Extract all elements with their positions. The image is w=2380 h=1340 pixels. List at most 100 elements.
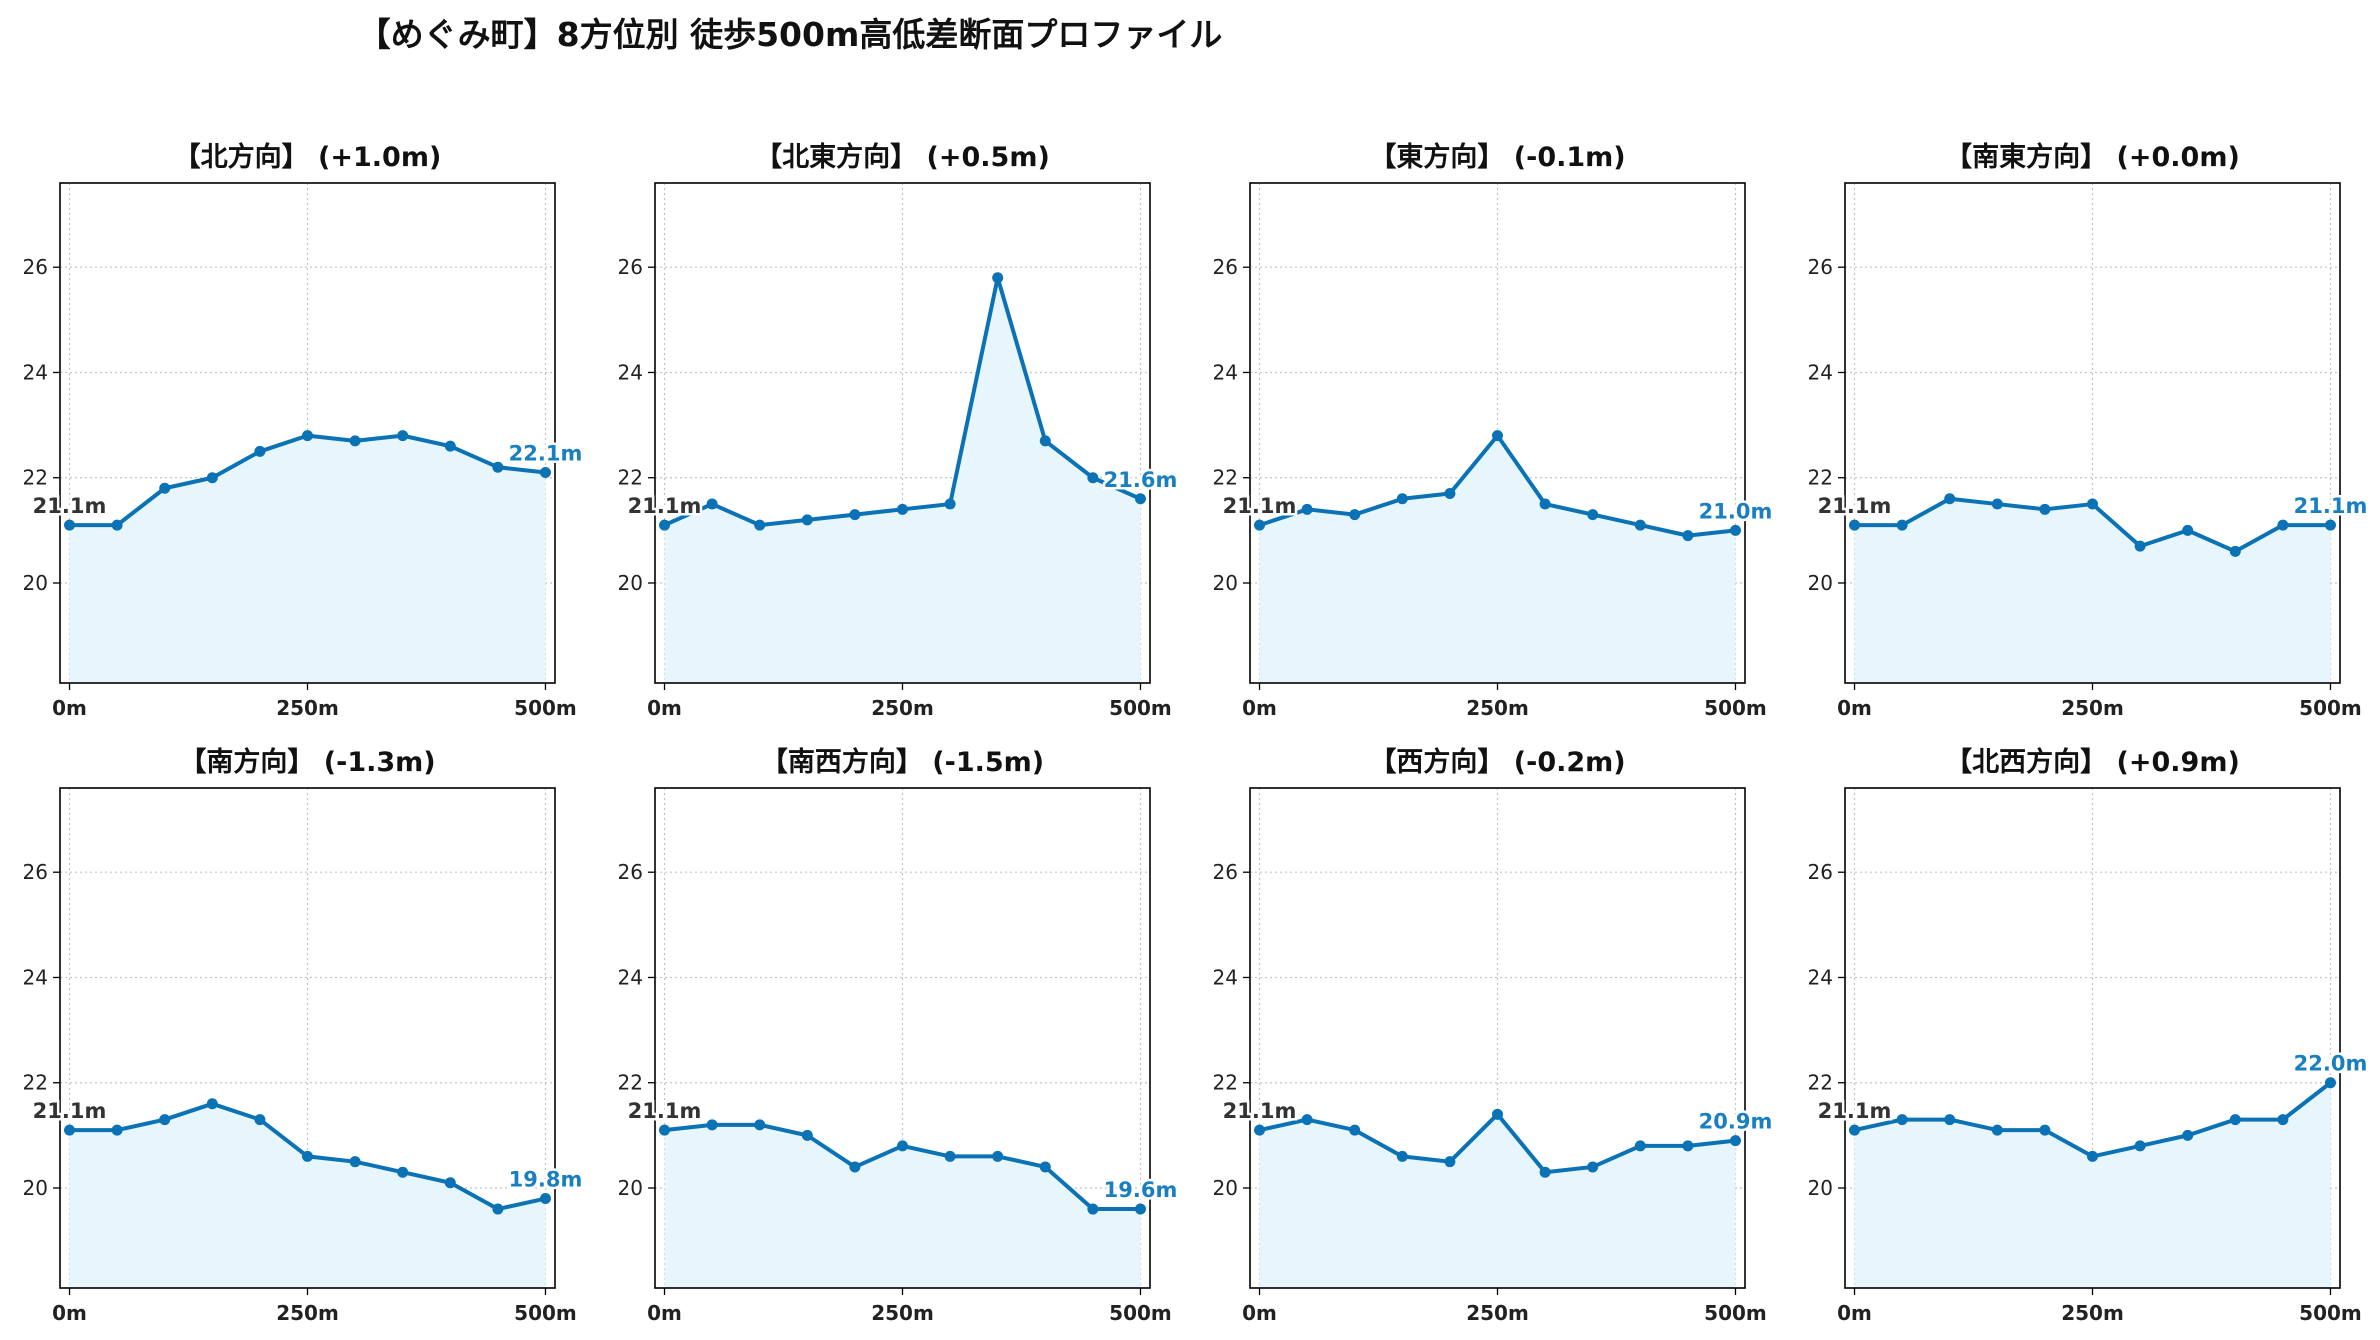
data-point [302, 430, 313, 442]
y-tick-label: 26 [1808, 860, 1833, 884]
data-point [849, 1161, 861, 1173]
y-tick-label: 22 [1808, 1071, 1833, 1095]
data-point [2277, 1114, 2289, 1126]
data-point [206, 472, 218, 484]
x-tick-label: 500m [514, 1301, 577, 1325]
data-point [1301, 1114, 1313, 1126]
elevation-area [1854, 1082, 2331, 1288]
y-tick-label: 20 [1213, 571, 1238, 595]
data-point [111, 519, 123, 531]
start-elevation-label: 21.1m [33, 1099, 107, 1123]
data-point [64, 1124, 76, 1136]
start-elevation-label: 21.1m [628, 1099, 702, 1123]
y-tick-label: 20 [1808, 571, 1833, 595]
data-point [2039, 503, 2051, 515]
data-point [1087, 472, 1099, 484]
data-point [1087, 1203, 1099, 1215]
data-point [444, 1177, 456, 1189]
panel-title: 【西方向】 (-0.2m) [1369, 746, 1625, 778]
data-point [2134, 540, 2146, 552]
start-elevation-label: 21.1m [1223, 1099, 1297, 1123]
data-point [254, 445, 266, 457]
y-tick-label: 24 [1213, 965, 1238, 989]
chart-panel-7: 【北西方向】 (+0.9m) 20 22 24 26 0m 250m 500m 21.1m 22.… [1808, 746, 2370, 1325]
start-elevation-label: 21.1m [33, 494, 107, 518]
data-point [444, 440, 456, 452]
y-tick-label: 20 [1213, 1176, 1238, 1200]
data-point [349, 1156, 361, 1168]
data-point [2229, 545, 2241, 557]
chart-panel-3: 【南東方向】 (+0.0m) 20 22 24 26 0m 250m 500m 21.1m 21.… [1808, 141, 2370, 720]
elevation-area [1854, 498, 2331, 683]
data-point [1587, 1161, 1599, 1173]
data-point [706, 1119, 718, 1131]
panel-title: 【北東方向】 (+0.5m) [755, 141, 1050, 173]
y-tick-label: 20 [23, 571, 48, 595]
x-tick-label: 250m [276, 1301, 339, 1325]
panel-title: 【北方向】 (+1.0m) [174, 141, 442, 173]
data-point [1396, 1150, 1408, 1162]
data-point [992, 272, 1004, 284]
data-point [992, 1150, 1004, 1162]
end-elevation-label: 21.1m [2294, 494, 2368, 518]
data-point [2087, 498, 2098, 510]
data-point [1444, 488, 1456, 500]
data-point [2324, 1077, 2336, 1089]
data-point [2039, 1124, 2051, 1136]
panel-title: 【東方向】 (-0.1m) [1369, 141, 1625, 173]
end-elevation-label: 22.0m [2294, 1052, 2368, 1076]
chart-panel-0: 【北方向】 (+1.0m) 20 22 24 26 0m 250m 500m 21.1m 22.1… [23, 141, 585, 720]
y-tick-label: 22 [1213, 466, 1238, 490]
elevation-area [664, 1124, 1141, 1288]
y-tick-label: 22 [1808, 466, 1833, 490]
data-point [64, 519, 76, 531]
x-tick-label: 0m [1242, 1301, 1277, 1325]
y-tick-label: 24 [1808, 965, 1833, 989]
y-tick-label: 24 [618, 965, 643, 989]
end-elevation-label: 19.8m [509, 1168, 583, 1192]
data-point [1039, 435, 1051, 447]
data-point [1729, 524, 1741, 536]
x-tick-label: 250m [871, 696, 934, 720]
elevation-area [69, 435, 546, 683]
data-point [2229, 1114, 2241, 1126]
data-point [1396, 493, 1408, 505]
data-point [1539, 498, 1551, 510]
x-tick-label: 250m [1466, 696, 1529, 720]
data-point [1634, 1140, 1646, 1152]
chart-panel-5: 【南西方向】 (-1.5m) 20 22 24 26 0m 250m 500m 21.1m 19.… [618, 746, 1180, 1325]
data-point [2324, 519, 2336, 531]
data-point [206, 1098, 218, 1110]
end-elevation-label: 22.1m [509, 441, 583, 465]
data-point [539, 1193, 551, 1205]
panel-title: 【北西方向】 (+0.9m) [1945, 746, 2240, 778]
data-point [1729, 1135, 1741, 1147]
data-point [2087, 1150, 2098, 1162]
data-point [397, 430, 409, 442]
data-point [254, 1114, 266, 1126]
chart-panel-6: 【西方向】 (-0.2m) 20 22 24 26 0m 250m 500m 21.1m 20.9… [1213, 746, 1775, 1325]
data-point [754, 519, 766, 531]
data-point [944, 498, 956, 510]
figure-title: 【めぐみ町】8方位別 徒歩500m高低差断面プロファイル [357, 15, 1223, 54]
panel-title: 【南方向】 (-1.3m) [179, 746, 435, 778]
data-point [2182, 1129, 2194, 1141]
y-tick-label: 20 [618, 1176, 643, 1200]
data-point [1134, 493, 1146, 505]
end-elevation-label: 20.9m [1699, 1110, 1773, 1134]
data-point [706, 498, 718, 510]
y-tick-label: 20 [1808, 1176, 1833, 1200]
data-point [897, 1140, 908, 1152]
x-tick-label: 250m [1466, 1301, 1529, 1325]
data-point [159, 1114, 171, 1126]
elevation-area [1259, 435, 1736, 683]
data-point [159, 482, 171, 494]
start-elevation-label: 21.1m [1223, 494, 1297, 518]
x-tick-label: 0m [647, 1301, 682, 1325]
end-elevation-label: 21.6m [1104, 468, 1178, 492]
x-tick-label: 0m [52, 696, 87, 720]
data-point [539, 466, 551, 478]
x-tick-label: 500m [2299, 696, 2362, 720]
data-point [1349, 1124, 1361, 1136]
